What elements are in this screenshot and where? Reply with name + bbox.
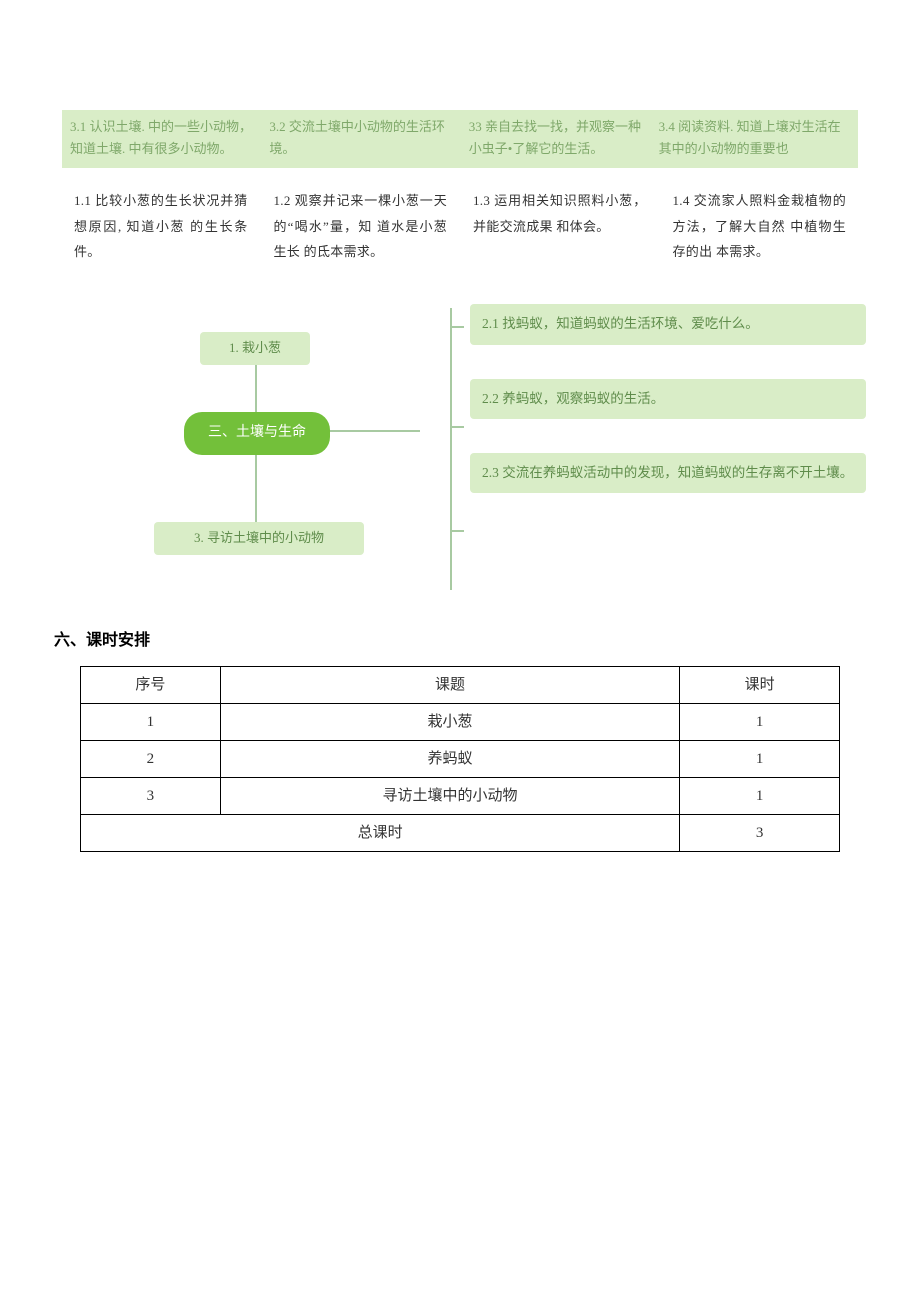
td-total-value: 3 [680, 814, 840, 851]
bracket-icon [442, 308, 464, 590]
schedule-table: 序号 课题 课时 1 栽小葱 1 2 养蚂蚁 1 3 寻访土壤中的小动物 1 总… [80, 666, 840, 852]
top-band-3x: 3.1 认识土壤. 中的一些小动物，知道土壤. 中有很多小动物。 3.2 交流土… [62, 110, 858, 168]
th-hours: 课时 [680, 666, 840, 703]
mindmap-line [330, 430, 420, 432]
mindmap-node-bottom: 3. 寻访土壤中的小动物 [154, 522, 364, 555]
td-hours: 1 [680, 740, 840, 777]
th-topic: 课题 [220, 666, 679, 703]
mindmap-node-top: 1. 栽小葱 [200, 332, 310, 365]
td-hours: 1 [680, 703, 840, 740]
mindmap-line [255, 450, 257, 522]
right-box-2.1: 2.1 找蚂蚁，知道蚂蚁的生活环境、爱吃什么。 [470, 304, 866, 344]
mindmap-line [255, 362, 257, 412]
right-box-2.3: 2.3 交流在养蚂蚁活动中的发现，知道蚂蚁的生存离不开土壤。 [470, 453, 866, 493]
td-seq: 3 [81, 777, 221, 814]
band-cell-3.1: 3.1 认识土壤. 中的一些小动物，知道土壤. 中有很多小动物。 [70, 116, 261, 160]
mindmap-node-center: 三、土壤与生命 [184, 412, 330, 454]
band-cell-3.3: 33 亲自去找一找，并观察一种小虫子•了解它的生活。 [469, 116, 651, 160]
cell-1.1: 1.1 比较小葱的生长状况并猜想原因, 知道小葱 的生长条件。 [74, 188, 248, 264]
diagram-area: 1. 栽小葱 三、土壤与生命 3. 寻访土壤中的小动物 2.1 找蚂蚁，知道蚂蚁… [110, 304, 866, 594]
cell-1.3: 1.3 运用相关知识照料小葱， 并能交流成果 和体会。 [473, 188, 647, 264]
right-column: 2.1 找蚂蚁，知道蚂蚁的生活环境、爱吃什么。 2.2 养蚂蚁，观察蚂蚁的生活。… [442, 304, 866, 594]
cell-1.4: 1.4 交流家人照料金栽植物的方法，了解大自然 中植物生存的出 本需求。 [673, 188, 847, 264]
td-topic: 栽小葱 [220, 703, 679, 740]
td-topic: 养蚂蚁 [220, 740, 679, 777]
table-row: 3 寻访土壤中的小动物 1 [81, 777, 840, 814]
section-header-schedule: 六、课时安排 [54, 628, 870, 654]
table-row-total: 总课时 3 [81, 814, 840, 851]
row-1x: 1.1 比较小葱的生长状况并猜想原因, 知道小葱 的生长条件。 1.2 观察并记… [50, 186, 870, 268]
table-row: 序号 课题 课时 [81, 666, 840, 703]
band-cell-3.4: 3.4 阅读资料. 知道上壤对生活在其中的小动物的重要也 [659, 116, 850, 160]
table-row: 1 栽小葱 1 [81, 703, 840, 740]
td-topic: 寻访土壤中的小动物 [220, 777, 679, 814]
table-row: 2 养蚂蚁 1 [81, 740, 840, 777]
right-box-2.2: 2.2 养蚂蚁，观察蚂蚁的生活。 [470, 379, 866, 419]
td-seq: 2 [81, 740, 221, 777]
th-seq: 序号 [81, 666, 221, 703]
td-seq: 1 [81, 703, 221, 740]
cell-1.2: 1.2 观察并记来一棵小葱一天的“喝水”量，知 道水是小葱生长 的氐本需求。 [274, 188, 448, 264]
band-cell-3.2: 3.2 交流土壤中小动物的生活环境。 [269, 116, 460, 160]
td-hours: 1 [680, 777, 840, 814]
td-total-label: 总课时 [81, 814, 680, 851]
mindmap: 1. 栽小葱 三、土壤与生命 3. 寻访土壤中的小动物 [110, 304, 420, 594]
